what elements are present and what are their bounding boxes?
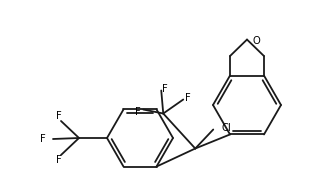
Text: Cl: Cl	[221, 123, 231, 132]
Text: F: F	[135, 107, 141, 116]
Text: F: F	[162, 84, 168, 93]
Text: F: F	[56, 111, 62, 121]
Text: O: O	[252, 36, 260, 46]
Text: F: F	[40, 134, 46, 144]
Text: F: F	[185, 93, 191, 103]
Text: F: F	[56, 155, 62, 165]
